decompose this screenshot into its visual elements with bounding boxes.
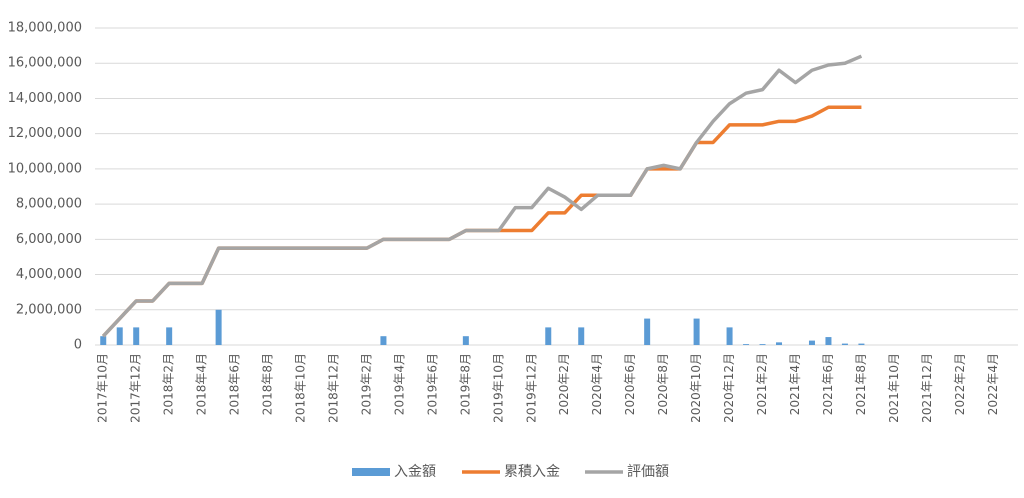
legend-swatch <box>352 468 390 476</box>
bar <box>166 327 173 345</box>
bar <box>545 327 552 345</box>
line-series <box>101 54 863 338</box>
x-tick-label: 2021年10月 <box>887 353 901 423</box>
y-tick-label: 6,000,000 <box>16 232 82 247</box>
bar <box>776 342 783 345</box>
bar <box>133 327 140 345</box>
x-tick-label: 2019年4月 <box>392 353 406 415</box>
x-tick-label: 2017年12月 <box>129 353 143 423</box>
x-tick-label: 2021年8月 <box>854 353 868 415</box>
y-tick-label: 4,000,000 <box>16 267 82 282</box>
bar <box>825 337 832 345</box>
bar <box>116 327 123 345</box>
bar <box>858 343 865 345</box>
bar <box>759 344 766 345</box>
x-tick-label: 2018年12月 <box>326 353 340 423</box>
legend-label: 累積入金 <box>504 464 560 480</box>
x-tick-label: 2019年8月 <box>458 353 472 415</box>
y-tick-label: 0 <box>74 338 82 353</box>
y-tick-label: 8,000,000 <box>16 197 82 212</box>
x-tick-label: 2021年4月 <box>788 353 802 415</box>
x-tick-label: 2018年6月 <box>228 353 242 415</box>
bar <box>100 336 107 345</box>
y-tick-label: 10,000,000 <box>8 161 82 176</box>
y-tick-label: 16,000,000 <box>8 56 82 71</box>
legend-label: 入金額 <box>394 464 436 480</box>
bar <box>215 309 222 345</box>
x-tick-label: 2021年2月 <box>755 353 769 415</box>
x-tick-label: 2019年2月 <box>359 353 373 415</box>
x-tick-label: 2018年8月 <box>261 353 275 415</box>
x-tick-label: 2020年6月 <box>623 353 637 415</box>
x-tick-label: 2017年10月 <box>96 353 110 423</box>
x-tick-label: 2018年10月 <box>294 353 308 423</box>
y-tick-label: 18,000,000 <box>8 21 82 36</box>
x-tick-label: 2021年6月 <box>821 353 835 415</box>
bar <box>644 318 651 345</box>
x-tick-label: 2021年12月 <box>920 353 934 423</box>
x-tick-label: 2020年4月 <box>590 353 604 415</box>
x-tick-label: 2019年10月 <box>491 353 505 423</box>
bar <box>726 327 733 345</box>
bar <box>578 327 585 345</box>
bar <box>808 340 815 345</box>
bar <box>462 336 469 345</box>
x-tick-label: 2022年4月 <box>986 353 1000 415</box>
x-tick-label: 2019年12月 <box>524 353 538 423</box>
x-tick-label: 2020年10月 <box>689 353 703 423</box>
y-tick-label: 12,000,000 <box>8 126 82 141</box>
bar <box>841 343 848 345</box>
x-tick-label: 2020年8月 <box>656 353 670 415</box>
x-tick-label: 2022年2月 <box>953 353 967 415</box>
line-series <box>101 105 862 338</box>
y-tick-label: 2,000,000 <box>16 302 82 317</box>
bar <box>743 344 750 345</box>
bar <box>693 318 700 345</box>
x-tick-label: 2020年12月 <box>722 353 736 423</box>
x-tick-label: 2020年2月 <box>557 353 571 415</box>
legend-label: 評価額 <box>627 464 669 480</box>
x-tick-label: 2019年6月 <box>425 353 439 415</box>
x-tick-label: 2018年4月 <box>195 353 209 415</box>
x-tick-label: 2018年2月 <box>162 353 176 415</box>
y-tick-label: 14,000,000 <box>8 91 82 106</box>
bar <box>380 336 387 345</box>
